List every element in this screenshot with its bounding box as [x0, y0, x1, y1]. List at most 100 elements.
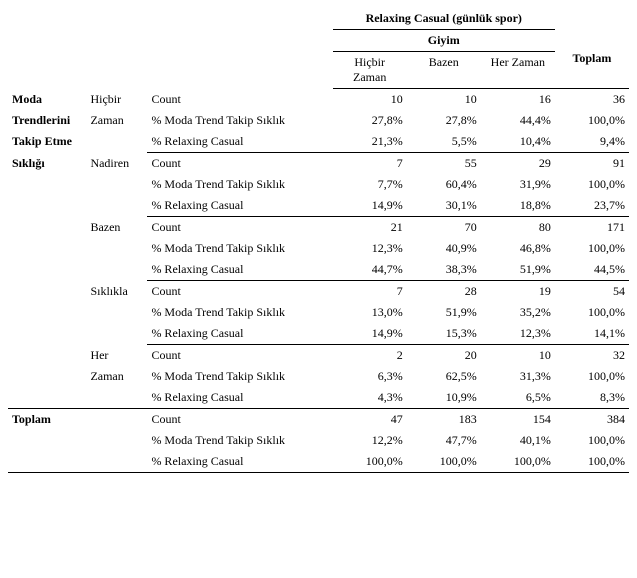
cell: 36 — [555, 89, 629, 111]
cell: 62,5% — [407, 366, 481, 387]
rowgroup-label: Takip Etme — [8, 131, 86, 153]
cell: 21 — [333, 217, 407, 239]
cell: 44,7% — [333, 259, 407, 281]
cell: 20 — [407, 345, 481, 367]
cell: 80 — [481, 217, 555, 239]
cell: 40,9% — [407, 238, 481, 259]
cell: 23,7% — [555, 195, 629, 217]
col-header: Hiçbir Zaman — [333, 52, 407, 89]
stat-label: Count — [147, 345, 332, 367]
cell: 44,4% — [481, 110, 555, 131]
stat-label: Count — [147, 281, 332, 303]
cell: 31,9% — [481, 174, 555, 195]
cell: 4,3% — [333, 387, 407, 409]
stat-label: Count — [147, 409, 332, 431]
cell: 9,4% — [555, 131, 629, 153]
cell: 46,8% — [481, 238, 555, 259]
total-label: Toplam — [8, 409, 86, 431]
group-label: Hiçbir — [86, 89, 147, 111]
stat-label: Count — [147, 153, 332, 175]
cell: 28 — [407, 281, 481, 303]
cell: 15,3% — [407, 323, 481, 345]
cell: 19 — [481, 281, 555, 303]
cell: 51,9% — [407, 302, 481, 323]
cell: 7,7% — [333, 174, 407, 195]
cell: 91 — [555, 153, 629, 175]
cell: 14,9% — [333, 323, 407, 345]
cell: 38,3% — [407, 259, 481, 281]
cell: 100,0% — [555, 430, 629, 451]
stat-label: % Moda Trend Takip Sıklık — [147, 302, 332, 323]
stat-label: % Relaxing Casual — [147, 451, 332, 473]
stat-label: % Relaxing Casual — [147, 259, 332, 281]
cell: 10,4% — [481, 131, 555, 153]
header-sub: Giyim — [333, 30, 555, 52]
cell: 32 — [555, 345, 629, 367]
cell: 10 — [333, 89, 407, 111]
group-label: Zaman — [86, 110, 147, 131]
cell: 55 — [407, 153, 481, 175]
stat-label: % Relaxing Casual — [147, 131, 332, 153]
cell: 16 — [481, 89, 555, 111]
cell: 6,5% — [481, 387, 555, 409]
cell: 8,3% — [555, 387, 629, 409]
cell: 30,1% — [407, 195, 481, 217]
cell: 100,0% — [555, 174, 629, 195]
cell: 5,5% — [407, 131, 481, 153]
rowgroup-label: Trendlerini — [8, 110, 86, 131]
cell: 100,0% — [555, 302, 629, 323]
cell: 29 — [481, 153, 555, 175]
stat-label: % Relaxing Casual — [147, 387, 332, 409]
cell: 70 — [407, 217, 481, 239]
group-label: Zaman — [86, 366, 147, 387]
cell: 12,2% — [333, 430, 407, 451]
cell: 10,9% — [407, 387, 481, 409]
group-label: Sıklıkla — [86, 281, 147, 303]
cell: 14,9% — [333, 195, 407, 217]
crosstab-table: Relaxing Casual (günlük spor) Giyim Topl… — [8, 8, 629, 473]
stat-label: Count — [147, 89, 332, 111]
cell: 384 — [555, 409, 629, 431]
cell: 100,0% — [407, 451, 481, 473]
stat-label: % Moda Trend Takip Sıklık — [147, 366, 332, 387]
cell: 14,1% — [555, 323, 629, 345]
cell: 40,1% — [481, 430, 555, 451]
stat-label: % Moda Trend Takip Sıklık — [147, 238, 332, 259]
cell: 44,5% — [555, 259, 629, 281]
cell: 12,3% — [481, 323, 555, 345]
group-label: Her — [86, 345, 147, 367]
cell: 13,0% — [333, 302, 407, 323]
cell: 7 — [333, 153, 407, 175]
cell: 100,0% — [481, 451, 555, 473]
stat-label: % Moda Trend Takip Sıklık — [147, 174, 332, 195]
stat-label: Count — [147, 217, 332, 239]
group-label: Nadiren — [86, 153, 147, 175]
cell: 27,8% — [407, 110, 481, 131]
cell: 100,0% — [555, 366, 629, 387]
cell: 100,0% — [555, 451, 629, 473]
stat-label: % Moda Trend Takip Sıklık — [147, 110, 332, 131]
cell: 10 — [481, 345, 555, 367]
cell: 154 — [481, 409, 555, 431]
cell: 171 — [555, 217, 629, 239]
cell: 31,3% — [481, 366, 555, 387]
col-header: Her Zaman — [481, 52, 555, 89]
cell: 18,8% — [481, 195, 555, 217]
cell: 100,0% — [333, 451, 407, 473]
cell: 7 — [333, 281, 407, 303]
cell: 100,0% — [555, 110, 629, 131]
cell: 2 — [333, 345, 407, 367]
rowgroup-label: Moda — [8, 89, 86, 111]
cell: 47 — [333, 409, 407, 431]
col-header: Bazen — [407, 52, 481, 89]
cell: 21,3% — [333, 131, 407, 153]
cell: 6,3% — [333, 366, 407, 387]
stat-label: % Relaxing Casual — [147, 323, 332, 345]
stat-label: % Relaxing Casual — [147, 195, 332, 217]
stat-label: % Moda Trend Takip Sıklık — [147, 430, 332, 451]
rowgroup-label: Sıklığı — [8, 153, 86, 175]
cell: 100,0% — [555, 238, 629, 259]
cell: 10 — [407, 89, 481, 111]
cell: 12,3% — [333, 238, 407, 259]
cell: 27,8% — [333, 110, 407, 131]
